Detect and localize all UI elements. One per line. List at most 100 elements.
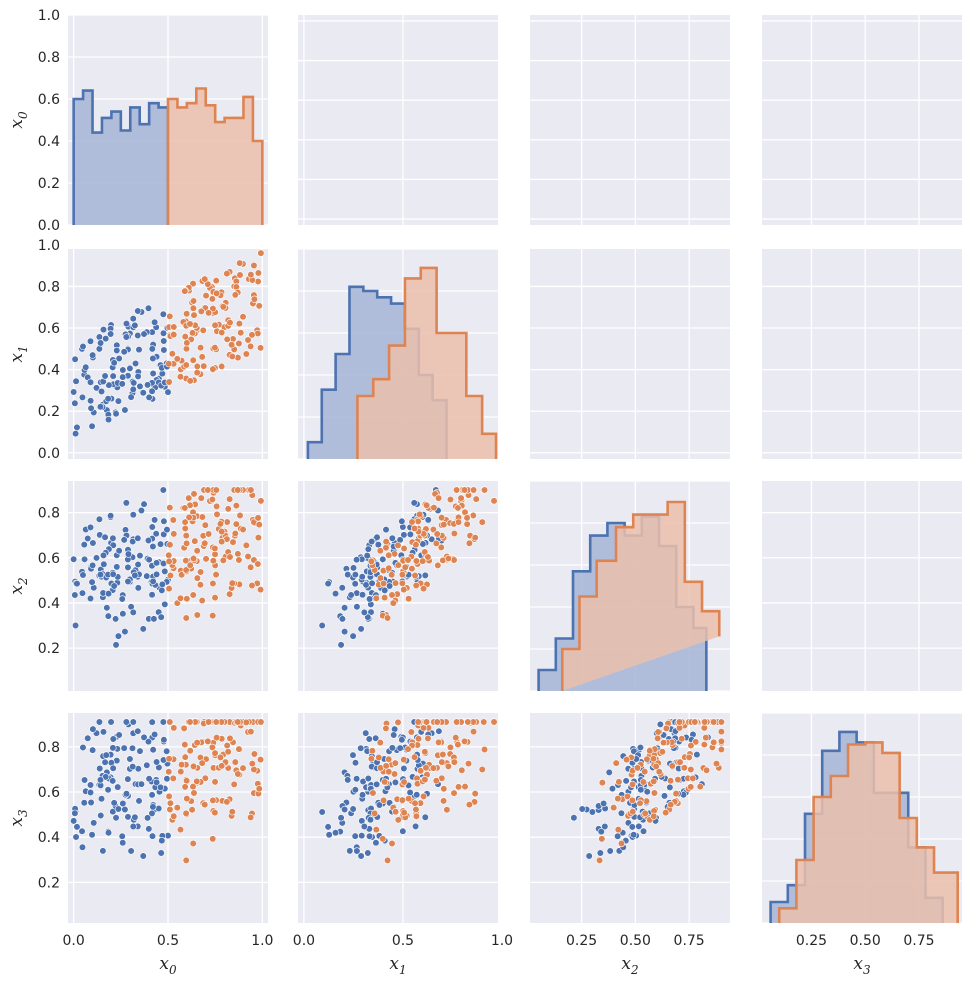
scatter-point-x1-x2-group1	[446, 495, 455, 504]
scatter-point-x1-x3-group1	[400, 778, 408, 786]
scatter-point-x1-x2-group1	[389, 599, 397, 607]
scatter-point-x0-x2-group0	[101, 533, 109, 541]
scatter-point-x0-x3-group1	[183, 794, 191, 803]
scatter-point-x1-x3-group0	[357, 852, 365, 860]
scatter-point-x0-x2-group0	[149, 577, 157, 585]
scatter-point-x0-x1-group1	[250, 295, 258, 303]
x-tick-label: 0.5	[157, 933, 179, 949]
scatter-point-x0-x3-group1	[165, 792, 173, 800]
scatter-point-x0-x1-group1	[197, 307, 205, 315]
scatter-point-x0-x3-group0	[135, 797, 143, 805]
scatter-point-x1-x3-group1	[471, 790, 479, 798]
scatter-point-x0-x2-group1	[170, 530, 178, 538]
scatter-point-x1-x3-group0	[396, 744, 404, 752]
scatter-point-x0-x1-group0	[129, 315, 137, 323]
scatter-point-x0-x3-group1	[248, 760, 256, 768]
scatter-point-x1-x2-group1	[401, 563, 409, 571]
scatter-point-x0-x3-group1	[170, 812, 178, 820]
scatter-point-x0-x1-group0	[126, 364, 134, 373]
histogram-step-x1-group1	[356, 266, 498, 459]
scatter-point-x0-x1-group1	[183, 310, 191, 318]
panel-r1-c2	[530, 244, 730, 459]
scatter-point-x1-x2-group1	[391, 579, 400, 587]
scatter-point-x0-x2-group0	[140, 500, 148, 508]
scatter-point-x0-x2-group0	[131, 571, 139, 579]
scatter-point-x1-x2-group0	[379, 555, 387, 563]
scatter-point-x0-x2-group1	[226, 590, 234, 598]
scatter-point-x0-x1-group1	[190, 311, 198, 319]
y-axis-label-x3: x3	[7, 809, 30, 827]
scatter-point-x1-x3-group0	[344, 776, 352, 784]
scatter-point-x0-x3-group1	[234, 718, 242, 726]
scatter-point-x1-x3-group1	[394, 718, 402, 727]
scatter-point-x0-x1-group0	[151, 318, 159, 326]
scatter-point-x0-x3-group0	[160, 736, 168, 744]
scatter-point-x0-x1-group1	[247, 342, 255, 350]
scatter-point-x1-x3-group1	[490, 718, 498, 726]
scatter-point-x2-x3-group0	[617, 809, 626, 817]
scatter-point-x0-x2-group0	[112, 641, 120, 649]
scatter-point-x0-x3-group1	[165, 755, 173, 763]
scatter-point-x0-x2-group1	[254, 560, 262, 568]
panel-background	[762, 481, 962, 691]
axis-label-base: x	[159, 954, 169, 974]
scatter-point-x0-x3-group1	[218, 762, 226, 770]
scatter-point-x1-x3-group0	[360, 822, 368, 831]
histogram-fill-x2-group1	[562, 502, 720, 691]
scatter-point-x0-x3-group1	[182, 809, 190, 817]
scatter-point-x0-x3-group0	[140, 733, 148, 741]
x-axis-label-x0: x0	[159, 954, 177, 977]
scatter-point-x1-x2-group1	[398, 570, 406, 579]
scatter-point-x0-x1-group0	[160, 337, 168, 345]
scatter-point-x0-x1-group0	[89, 351, 97, 359]
scatter-point-x0-x1-group0	[148, 387, 156, 395]
scatter-point-x0-x1-group0	[71, 355, 79, 363]
scatter-point-x0-x3-group0	[151, 730, 159, 739]
scatter-point-x1-x2-group0	[381, 586, 389, 595]
panel-r0-c3	[762, 15, 962, 225]
scatter-point-x0-x2-group1	[234, 550, 242, 558]
scatter-point-x0-x2-group0	[89, 561, 97, 569]
scatter-point-x0-x3-group1	[213, 733, 221, 742]
scatter-point-x0-x3-group1	[224, 748, 232, 756]
scatter-point-x0-x1-group0	[96, 339, 105, 347]
scatter-point-x0-x1-group0	[86, 378, 95, 386]
scatter-point-x0-x3-group0	[78, 843, 87, 851]
scatter-point-x1-x3-group0	[364, 774, 372, 783]
scatter-point-x0-x1-group1	[209, 365, 217, 373]
y-tick-label: 0.4	[38, 830, 60, 846]
scatter-point-x1-x3-group1	[394, 816, 402, 824]
scatter-point-x0-x3-group0	[159, 718, 167, 726]
scatter-point-x0-x2-group1	[235, 556, 243, 564]
scatter-point-x2-x3-group1	[654, 734, 662, 742]
scatter-point-x0-x3-group1	[166, 805, 174, 814]
scatter-point-x1-x2-group1	[416, 510, 424, 518]
axis-label-base: x	[7, 817, 27, 827]
scatter-point-x0-x1-group0	[113, 346, 121, 355]
scatter-point-x2-x3-group0	[585, 852, 593, 860]
scatter-point-x0-x2-group1	[166, 504, 174, 512]
scatter-point-x2-x3-group0	[693, 751, 701, 759]
scatter-point-x0-x3-group0	[145, 775, 153, 783]
scatter-point-x0-x2-group0	[104, 612, 112, 620]
scatter-point-x0-x2-group0	[139, 625, 147, 633]
scatter-point-x0-x3-group0	[109, 777, 117, 785]
scatter-point-x0-x1-group0	[131, 321, 139, 329]
scatter-point-x2-x3-group1	[710, 718, 718, 726]
axis-label-base: x	[389, 954, 399, 974]
scatter-point-x1-x3-group1	[367, 755, 375, 763]
scatter-point-x0-x1-group1	[255, 302, 263, 310]
scatter-point-x2-x3-group1	[717, 728, 725, 736]
scatter-point-x0-x3-group0	[107, 718, 115, 726]
scatter-point-x0-x2-group0	[137, 506, 146, 515]
scatter-point-x1-x3-group1	[421, 776, 429, 784]
scatter-point-x0-x1-group0	[88, 422, 96, 430]
scatter-point-x0-x1-group0	[87, 397, 95, 405]
scatter-point-x0-x2-group0	[158, 586, 166, 595]
scatter-point-x1-x2-group1	[388, 571, 396, 579]
scatter-point-x0-x2-group0	[112, 615, 120, 623]
scatter-point-x2-x3-group0	[606, 847, 614, 855]
panel-r1-c0	[68, 244, 268, 459]
scatter-point-x1-x2-group1	[385, 564, 393, 572]
scatter-point-x0-x1-group0	[160, 346, 168, 354]
